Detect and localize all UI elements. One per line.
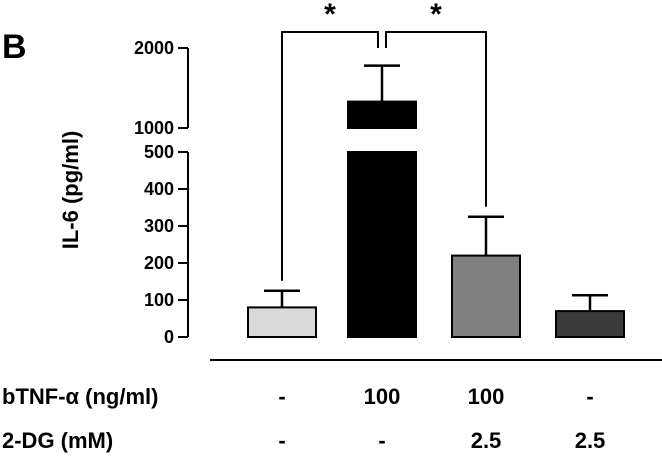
y-tick-label: 200 bbox=[144, 253, 174, 273]
condition-value: - bbox=[278, 428, 285, 453]
bar bbox=[451, 254, 521, 339]
significance-bracket bbox=[281, 31, 379, 281]
condition-row-label: bTNF-α (ng/ml) bbox=[2, 384, 158, 409]
condition-value: - bbox=[278, 384, 285, 409]
condition-value: 2.5 bbox=[575, 428, 606, 453]
condition-row-label: 2-DG (mM) bbox=[2, 428, 113, 453]
conditions-table: bTNF-α (ng/ml) - 100 100 - 2-DG (mM) - - 2.5 2.5 bbox=[2, 384, 605, 453]
y-tick-label: 300 bbox=[144, 216, 174, 236]
condition-value: 2.5 bbox=[471, 428, 502, 453]
y-axis: 0 100 200 300 400 500 1000 2000 bbox=[134, 38, 189, 347]
y-tick-label: 0 bbox=[164, 327, 174, 347]
condition-value: 100 bbox=[468, 384, 505, 409]
significance-bracket bbox=[385, 31, 487, 207]
panel-label: B bbox=[2, 28, 27, 66]
significance-star: * bbox=[430, 0, 442, 31]
condition-value: - bbox=[378, 428, 385, 453]
bar bbox=[555, 310, 625, 339]
y-tick-label: 2000 bbox=[134, 38, 174, 58]
condition-value: 100 bbox=[364, 384, 401, 409]
y-axis-label: IL-6 (pg/ml) bbox=[58, 131, 83, 250]
significance-brackets: * * bbox=[281, 0, 487, 281]
bars bbox=[247, 64, 625, 339]
bar bbox=[247, 306, 317, 338]
y-tick-label: 400 bbox=[144, 179, 174, 199]
y-tick-label: 1000 bbox=[134, 118, 174, 138]
significance-star: * bbox=[324, 0, 336, 31]
condition-value: - bbox=[586, 384, 593, 409]
bar bbox=[347, 100, 417, 129]
y-tick-label: 500 bbox=[144, 142, 174, 162]
bar bbox=[347, 151, 417, 338]
y-tick-label: 100 bbox=[144, 290, 174, 310]
